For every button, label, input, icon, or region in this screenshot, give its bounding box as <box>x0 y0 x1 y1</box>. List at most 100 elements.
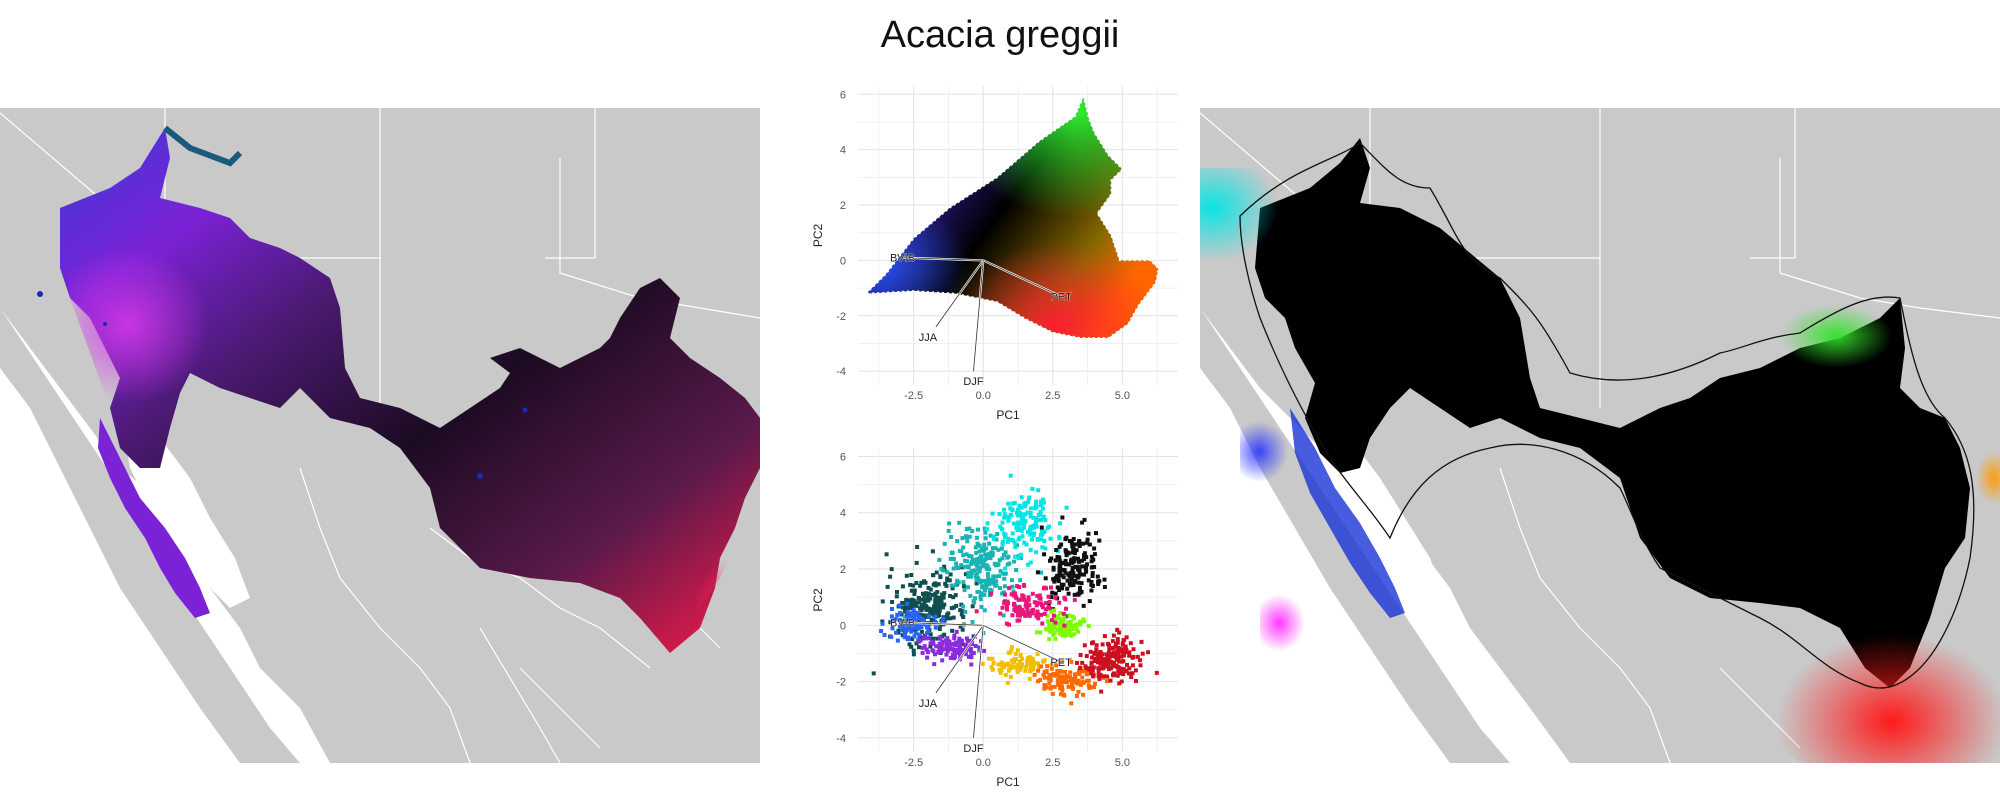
pca-point <box>967 526 972 531</box>
pca-point <box>1071 624 1076 628</box>
pca-point <box>889 614 894 619</box>
pca-point <box>1117 646 1122 651</box>
pca-point <box>986 575 991 580</box>
pca-point <box>1109 660 1114 665</box>
pca-point <box>1037 601 1042 606</box>
pca-point <box>922 603 926 608</box>
pca-hull-tint <box>866 97 1159 338</box>
y-tick-label: 2 <box>840 564 846 576</box>
pca-point <box>1089 665 1093 670</box>
pca-point <box>929 636 934 641</box>
pca-point <box>1026 655 1031 660</box>
pca-point <box>960 649 965 654</box>
pca-point <box>1042 611 1047 616</box>
pca-point <box>920 650 925 655</box>
pca-point <box>1048 686 1053 691</box>
pca-point <box>913 631 918 636</box>
pca-point <box>912 602 917 607</box>
pca-point <box>1083 567 1088 572</box>
pca-point <box>948 556 953 561</box>
pca-point <box>1078 682 1083 687</box>
pca-point <box>1005 680 1010 685</box>
pca-point <box>1003 571 1008 576</box>
pca-point <box>979 578 984 583</box>
pca-point <box>1068 622 1072 627</box>
vector-label-bvib: BVIB <box>890 253 915 265</box>
pca-point <box>933 614 938 619</box>
pca-point <box>1056 682 1061 687</box>
pca-point <box>894 630 898 635</box>
pca-point <box>1068 674 1072 679</box>
pca-point <box>1096 658 1101 662</box>
pca-point <box>930 607 935 612</box>
pca-point <box>1117 630 1122 635</box>
pca-point <box>953 583 958 587</box>
pca-point <box>1009 578 1014 583</box>
pca-point <box>1099 689 1104 694</box>
pca-point <box>1064 505 1069 510</box>
pca-point <box>1006 601 1011 606</box>
pca-point <box>914 581 919 585</box>
pca-point <box>935 604 940 609</box>
pca-point <box>1077 588 1082 593</box>
pca-point <box>1031 658 1036 663</box>
x-tick-label: 2.5 <box>1045 390 1060 402</box>
pca-point <box>1035 652 1040 657</box>
pca-point <box>1117 681 1122 686</box>
pca-point <box>1067 539 1072 543</box>
pca-point <box>1015 527 1020 532</box>
pca-point <box>1049 666 1054 671</box>
pca-point <box>1015 669 1020 674</box>
pca-point <box>1037 664 1041 669</box>
pca-point <box>948 655 953 660</box>
pca-point <box>912 588 917 593</box>
pca-point <box>969 662 974 667</box>
pca-point <box>1007 586 1012 591</box>
pca-point <box>926 585 931 590</box>
pca-point <box>895 612 900 617</box>
pca-point <box>1133 668 1138 673</box>
pca-point <box>1057 563 1062 568</box>
pca-point <box>1037 595 1042 600</box>
pca-point <box>1070 550 1075 555</box>
pca-point <box>1028 514 1033 519</box>
pca-point <box>1086 578 1091 583</box>
pca-point <box>970 529 975 534</box>
pca-point <box>1071 546 1076 551</box>
pca-point <box>1028 526 1033 531</box>
pca-point <box>1113 644 1118 649</box>
pca-point <box>970 604 975 609</box>
pca-point <box>1086 624 1091 629</box>
pca-point <box>889 567 894 572</box>
pca-point <box>924 608 929 612</box>
pca-point <box>1122 638 1127 642</box>
pca-point <box>907 642 912 647</box>
pca-point <box>985 572 990 576</box>
pca-point <box>957 636 962 641</box>
pca-point <box>973 545 978 550</box>
pca-point <box>1058 678 1063 683</box>
pca-point <box>982 592 987 597</box>
pca-point <box>967 534 972 539</box>
pca-point <box>1052 608 1057 613</box>
pca-point <box>1074 548 1079 553</box>
pca-point <box>961 584 966 589</box>
range-highlight-southeast <box>580 418 760 653</box>
pca-point <box>1114 641 1118 646</box>
pca-point <box>924 622 929 627</box>
pca-point <box>1101 664 1106 669</box>
pca-point <box>1012 559 1017 564</box>
pca-point <box>1023 504 1028 509</box>
pca-point <box>1002 601 1007 606</box>
pca-point <box>959 647 964 652</box>
pca-point <box>1054 576 1059 581</box>
vector-label-djf: DJF <box>963 743 983 755</box>
pca-point <box>1028 506 1033 511</box>
pca-point <box>1085 562 1089 567</box>
pca-point <box>1081 603 1086 608</box>
pca-point <box>1026 499 1031 504</box>
pca-point <box>1035 630 1040 635</box>
range-tint-green <box>1640 288 1920 448</box>
pca-point <box>1066 684 1071 689</box>
pca-point <box>1013 554 1017 559</box>
